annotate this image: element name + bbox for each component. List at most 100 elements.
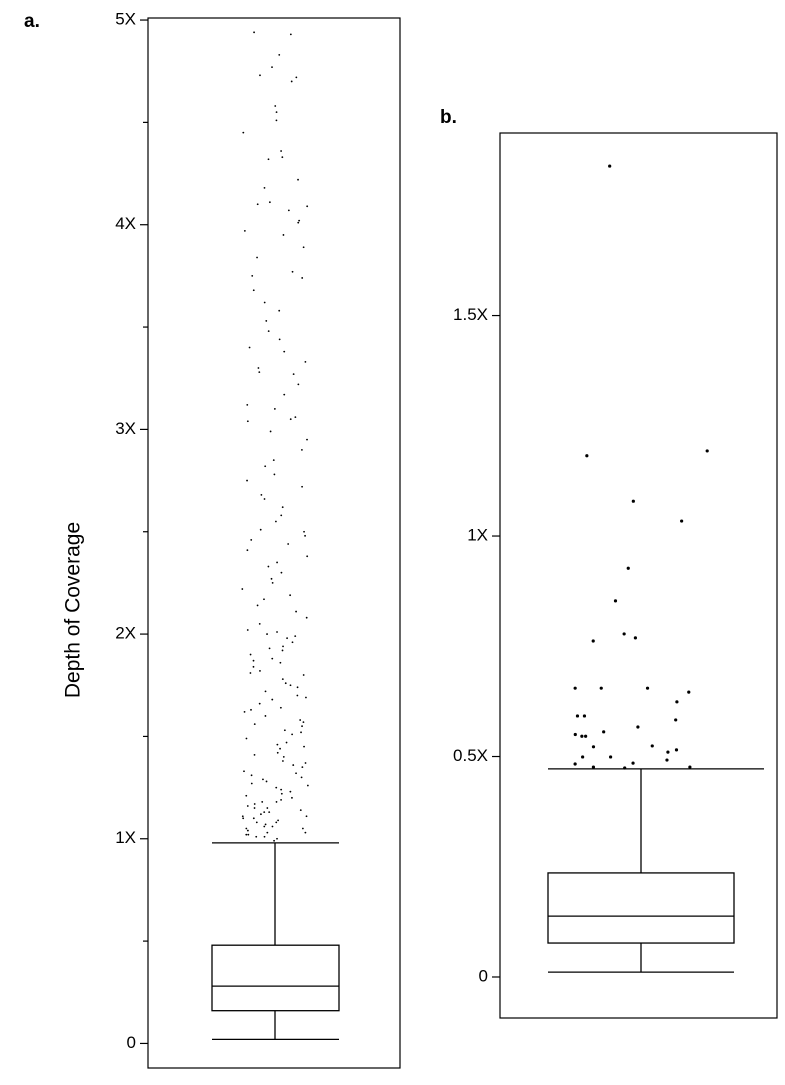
y-tick-label: 3X — [115, 419, 136, 438]
outlier — [294, 416, 297, 419]
outlier — [291, 796, 293, 799]
y-tick-label: 0.5X — [453, 746, 488, 765]
y-tick-label: 1X — [467, 526, 488, 545]
outlier — [277, 819, 279, 822]
outlier — [278, 309, 281, 312]
outlier — [279, 747, 281, 750]
y-tick-label: 0 — [127, 1033, 136, 1052]
outlier — [271, 698, 274, 701]
outlier — [259, 670, 261, 672]
outlier — [575, 714, 580, 718]
outlier — [573, 762, 577, 766]
outlier — [257, 367, 260, 369]
outlier — [247, 833, 250, 836]
outlier — [282, 645, 284, 648]
outlier — [267, 330, 270, 333]
outlier — [289, 594, 292, 597]
outlier — [582, 714, 587, 718]
outlier — [274, 105, 277, 107]
y-tick-label: 0 — [479, 966, 488, 985]
outlier — [265, 780, 268, 783]
outlier — [291, 733, 294, 736]
outlier — [252, 817, 255, 820]
outlier — [282, 760, 284, 762]
outlier — [608, 755, 613, 759]
outlier — [258, 371, 261, 373]
outlier — [246, 420, 249, 423]
outlier — [283, 350, 286, 353]
outlier — [282, 755, 285, 758]
outlier — [262, 778, 264, 781]
outlier — [275, 119, 278, 122]
outlier — [243, 710, 246, 713]
outlier — [626, 566, 630, 570]
outlier — [248, 346, 251, 349]
outlier — [306, 438, 308, 441]
outlier — [287, 209, 290, 212]
outlier — [273, 839, 275, 842]
outlier — [274, 520, 277, 523]
outlier — [631, 761, 635, 765]
outlier — [295, 610, 297, 613]
outlier — [623, 766, 627, 770]
outlier — [285, 741, 288, 744]
y-tick-label: 1X — [115, 828, 136, 847]
outlier — [273, 408, 276, 410]
outlier — [280, 514, 283, 517]
box — [547, 872, 735, 944]
outlier — [297, 178, 299, 181]
outlier — [279, 661, 282, 664]
outlier — [280, 571, 283, 574]
outlier — [246, 549, 249, 552]
outlier — [280, 798, 282, 801]
outlier — [243, 770, 245, 773]
outlier — [271, 825, 274, 828]
outlier — [276, 561, 278, 564]
outlier — [255, 821, 258, 824]
outlier — [303, 530, 305, 533]
outlier — [286, 637, 288, 640]
outlier — [300, 731, 302, 734]
outlier — [272, 459, 275, 462]
outlier — [264, 823, 267, 826]
outlier — [688, 765, 692, 769]
outlier — [666, 750, 670, 754]
outlier — [268, 201, 271, 204]
outlier — [281, 506, 284, 509]
outlier — [250, 539, 253, 541]
outlier — [305, 616, 308, 619]
outlier — [613, 599, 618, 603]
outlier — [301, 827, 304, 830]
outlier — [267, 565, 270, 568]
outlier — [250, 774, 253, 777]
outlier — [273, 473, 276, 476]
outlier — [266, 633, 268, 635]
outlier — [251, 274, 254, 277]
outlier — [298, 219, 301, 222]
y-tick-label: 4X — [115, 214, 136, 233]
outlier — [280, 792, 283, 795]
outlier — [282, 234, 285, 236]
outlier — [270, 577, 273, 580]
outlier — [258, 622, 261, 625]
outlier — [675, 700, 679, 704]
outlier — [263, 835, 266, 838]
outlier — [573, 686, 577, 690]
outlier — [306, 784, 309, 787]
outlier — [633, 636, 638, 640]
panel-label: a. — [24, 11, 40, 32]
outlier — [292, 373, 295, 376]
outlier — [580, 734, 584, 738]
outlier — [291, 641, 294, 644]
outlier — [260, 813, 262, 816]
outlier — [259, 74, 261, 77]
outlier — [264, 690, 267, 693]
outlier — [246, 479, 248, 482]
outlier — [581, 755, 585, 759]
outlier — [264, 465, 267, 468]
outlier — [680, 519, 684, 523]
outlier — [290, 80, 293, 83]
outlier — [631, 499, 635, 503]
outlier — [253, 31, 255, 34]
outlier — [241, 815, 244, 818]
